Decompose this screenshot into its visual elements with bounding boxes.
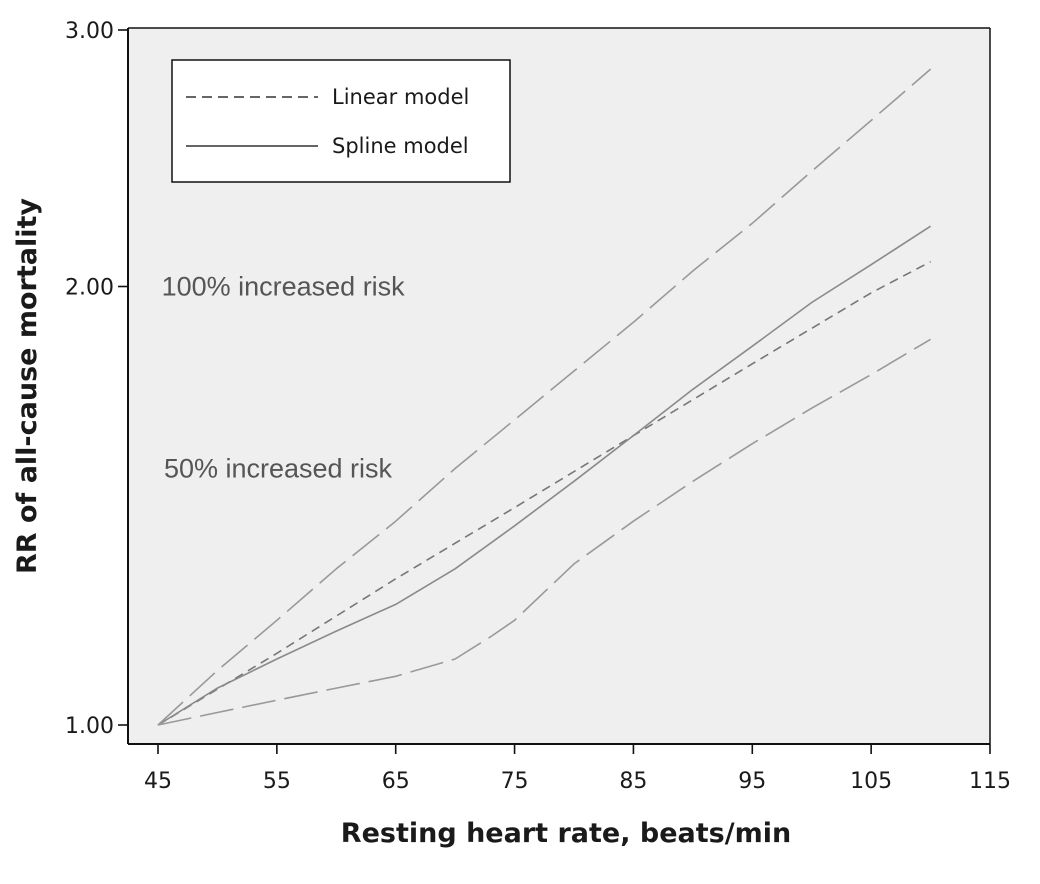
x-axis-title: Resting heart rate, beats/min: [341, 818, 791, 849]
x-tick-label: 65: [382, 769, 410, 794]
y-tick-label: 3.00: [65, 19, 114, 44]
series-linear-model-line: [157, 260, 931, 726]
series-2-line: [157, 68, 932, 726]
x-tick-label: 55: [263, 769, 291, 794]
annotation-layer: 100% increased risk 50% increased risk: [162, 272, 406, 484]
annotation-1: 50% increased risk: [164, 453, 393, 483]
series-layer: [157, 68, 932, 726]
y-tick-label: 2.00: [65, 276, 114, 301]
legend-label-spline: Spline model: [332, 134, 469, 158]
axis-layer: 45 55 65 75 85 95 105 115 1.00 2.00 3.00: [65, 19, 1011, 794]
x-tick-label: 95: [738, 769, 766, 794]
x-tick-label: 75: [501, 769, 529, 794]
series-spline-model-line: [157, 225, 932, 726]
x-tick-label: 45: [144, 769, 172, 794]
y-axis-title: RR of all-cause mortality: [12, 198, 43, 574]
legend: Linear model Spline model: [171, 59, 511, 183]
x-tick-label: 105: [850, 769, 892, 794]
series-3-line: [157, 338, 932, 726]
x-tick-label: 85: [619, 769, 647, 794]
legend-label-linear: Linear model: [332, 85, 469, 109]
legend-box: [171, 59, 511, 183]
x-tick-label: 115: [969, 769, 1011, 794]
annotation-0: 100% increased risk: [162, 272, 406, 302]
y-tick-label: 1.00: [65, 714, 114, 739]
